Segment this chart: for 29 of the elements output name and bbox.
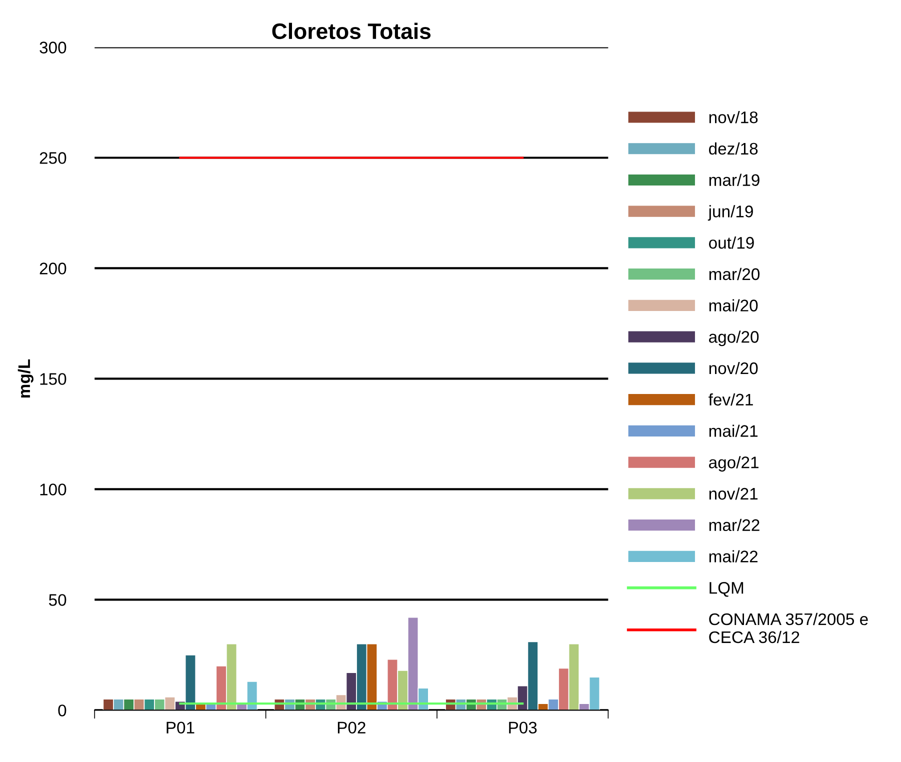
legend-label: nov/21 — [709, 487, 758, 500]
y-tick-label: 300 — [40, 42, 66, 54]
legend-label: jun/19 — [708, 205, 753, 221]
legend-label: mai/22 — [709, 550, 758, 562]
x-tick-label: P02 — [338, 722, 366, 734]
legend-label: dez/18 — [709, 142, 758, 155]
legend-label: nov/20 — [709, 362, 758, 374]
legend-label: ago/21 — [709, 456, 758, 472]
legend-label: mai/21 — [709, 424, 758, 437]
legend-label: mar/20 — [709, 268, 760, 280]
legend-label: LQM — [710, 582, 744, 597]
y-tick-label: 200 — [40, 262, 66, 274]
legend-label: out/19 — [709, 236, 754, 249]
y-tick-label: 250 — [40, 152, 66, 164]
x-tick-label: P01 — [166, 722, 194, 734]
legend-label: CONAMA 357/2005 e CECA 36/12 — [709, 612, 868, 644]
legend-label: fev/21 — [708, 393, 753, 406]
legend-label: ago/20 — [709, 330, 759, 346]
legend-label: mai/20 — [709, 299, 758, 312]
legend-label: nov/18 — [709, 111, 758, 124]
y-tick-label: 150 — [40, 373, 66, 385]
y-axis-title: mg/L — [18, 359, 34, 398]
legend-label: mar/19 — [709, 174, 760, 186]
y-tick-label: 100 — [40, 484, 66, 496]
y-tick-label: 50 — [48, 594, 66, 606]
y-tick-label: 0 — [58, 704, 66, 716]
chart-title: Cloretos Totais — [272, 22, 431, 40]
legend-label: mar/22 — [709, 518, 760, 532]
x-tick-label: P03 — [509, 722, 537, 734]
